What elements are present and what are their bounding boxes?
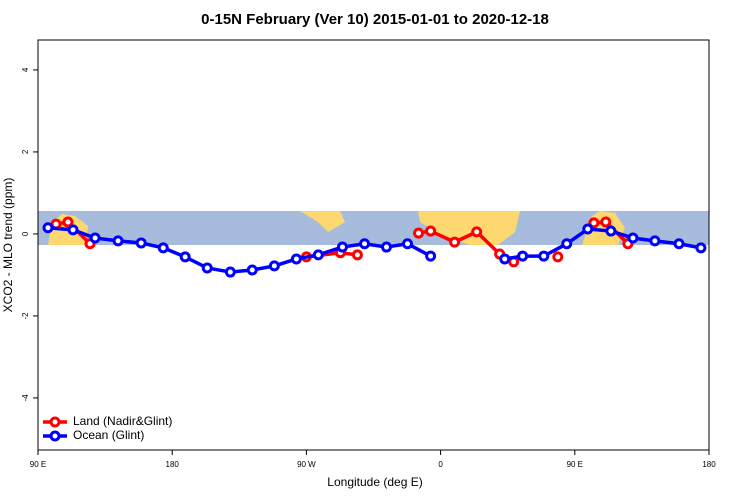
- x-tick-label: 90 E: [30, 460, 46, 469]
- point: [268, 260, 280, 272]
- point: [449, 236, 461, 248]
- point: [499, 253, 511, 265]
- point: [517, 250, 529, 262]
- map-band: [38, 211, 709, 245]
- point: [224, 266, 236, 278]
- plot-frame: [37, 39, 710, 451]
- point: [673, 238, 685, 250]
- x-tick-label: 180: [702, 460, 716, 469]
- point: [627, 232, 639, 244]
- y-tick-label: 0: [21, 231, 30, 236]
- point: [401, 238, 413, 250]
- legend-marker: [49, 416, 61, 428]
- legend-label: Land (Nadir&Glint): [73, 414, 172, 428]
- y-axis-label: XCO2 - MLO trend (ppm): [1, 178, 15, 313]
- x-axis-label: Longitude (deg E): [327, 475, 422, 489]
- point: [588, 217, 600, 229]
- legend-label: Ocean (Glint): [73, 428, 144, 442]
- point: [246, 264, 258, 276]
- point: [538, 250, 550, 262]
- point: [135, 237, 147, 249]
- x-tick-label: 90 W: [297, 460, 316, 469]
- point: [42, 222, 54, 234]
- point: [359, 238, 371, 250]
- point: [67, 224, 79, 236]
- chart-title: 0-15N February (Ver 10) 2015-01-01 to 20…: [201, 11, 549, 28]
- point: [471, 226, 483, 238]
- point: [695, 242, 707, 254]
- point: [413, 227, 425, 239]
- point: [351, 249, 363, 261]
- y-tick-label: -2: [21, 312, 30, 320]
- point: [649, 235, 661, 247]
- point: [600, 216, 612, 228]
- legend-marker: [49, 430, 61, 442]
- point: [380, 241, 392, 253]
- y-tick-label: -4: [21, 394, 30, 402]
- y-tick-label: 2: [21, 149, 30, 154]
- point: [561, 238, 573, 250]
- point: [425, 250, 437, 262]
- x-tick-label: 0: [438, 460, 443, 469]
- point: [112, 235, 124, 247]
- point: [62, 216, 74, 228]
- point: [290, 253, 302, 265]
- point: [552, 251, 564, 263]
- point: [179, 251, 191, 263]
- point: [201, 262, 213, 274]
- point: [336, 241, 348, 253]
- point: [312, 249, 324, 261]
- x-tick-label: 90 E: [567, 460, 583, 469]
- point: [582, 223, 594, 235]
- x-tick-label: 180: [166, 460, 180, 469]
- point: [425, 225, 437, 237]
- point: [157, 242, 169, 254]
- point: [605, 225, 617, 237]
- point: [89, 232, 101, 244]
- y-tick-label: 4: [21, 67, 30, 72]
